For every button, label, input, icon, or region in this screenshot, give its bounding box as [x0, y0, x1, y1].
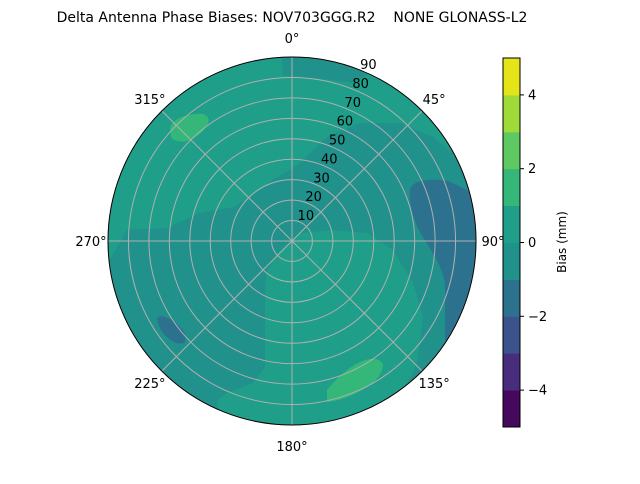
colorbar-segment: [503, 316, 520, 354]
colorbar-tick-label: −2: [528, 310, 547, 325]
colorbar-tick-label: −4: [528, 384, 547, 399]
angular-tick-label: 315°: [134, 93, 165, 108]
radial-tick-label: 90: [360, 58, 377, 73]
radial-tick-label: 40: [321, 152, 338, 167]
colorbar-tick-label: 2: [528, 162, 536, 177]
radial-tick-label: 20: [305, 190, 322, 205]
colorbar-segment: [503, 390, 520, 428]
radial-tick-label: 60: [337, 115, 354, 130]
colorbar-segment: [503, 205, 520, 243]
contour-level--2--1: [157, 316, 186, 344]
colorbar-segment: [503, 94, 520, 133]
colorbar-segment: [503, 242, 520, 280]
colorbar-segment: [503, 279, 520, 317]
colorbar-segment: [503, 168, 520, 207]
colorbar-tick-label: 0: [528, 236, 536, 251]
colorbar-segment: [503, 353, 520, 391]
radial-tick-label: 30: [313, 171, 330, 186]
polar-frame: [107, 56, 477, 426]
angular-tick-label: 90°: [481, 235, 504, 250]
colorbar-label: Bias (mm): [555, 211, 569, 273]
radial-tick-label: 50: [329, 134, 346, 149]
angular-tick-label: 135°: [418, 377, 449, 392]
contour-level-1-2: [170, 113, 209, 142]
angular-tick-label: 225°: [134, 377, 165, 392]
radial-tick-label: 80: [352, 77, 369, 92]
colorbar-tick-label: 4: [528, 88, 536, 103]
angular-tick-label: 180°: [276, 440, 307, 455]
contour-level--1-0: [108, 123, 476, 425]
contour-level-1-2: [327, 358, 383, 402]
colorbar: −4 −2 0 2 4: [502, 57, 547, 428]
angular-gridline: [161, 110, 423, 372]
angular-tick-label: 270°: [75, 235, 106, 250]
angular-tick-label: 45°: [423, 93, 446, 108]
radial-tick-label: 10: [298, 209, 315, 224]
colorbar-segment: [503, 58, 520, 96]
radial-tick-label: 70: [344, 96, 361, 111]
polar-grid: [107, 56, 477, 426]
chart-title: Delta Antenna Phase Biases: NOV703GGG.R2…: [57, 10, 528, 26]
angular-tick-label: 0°: [285, 32, 300, 47]
colorbar-segment: [503, 131, 520, 170]
